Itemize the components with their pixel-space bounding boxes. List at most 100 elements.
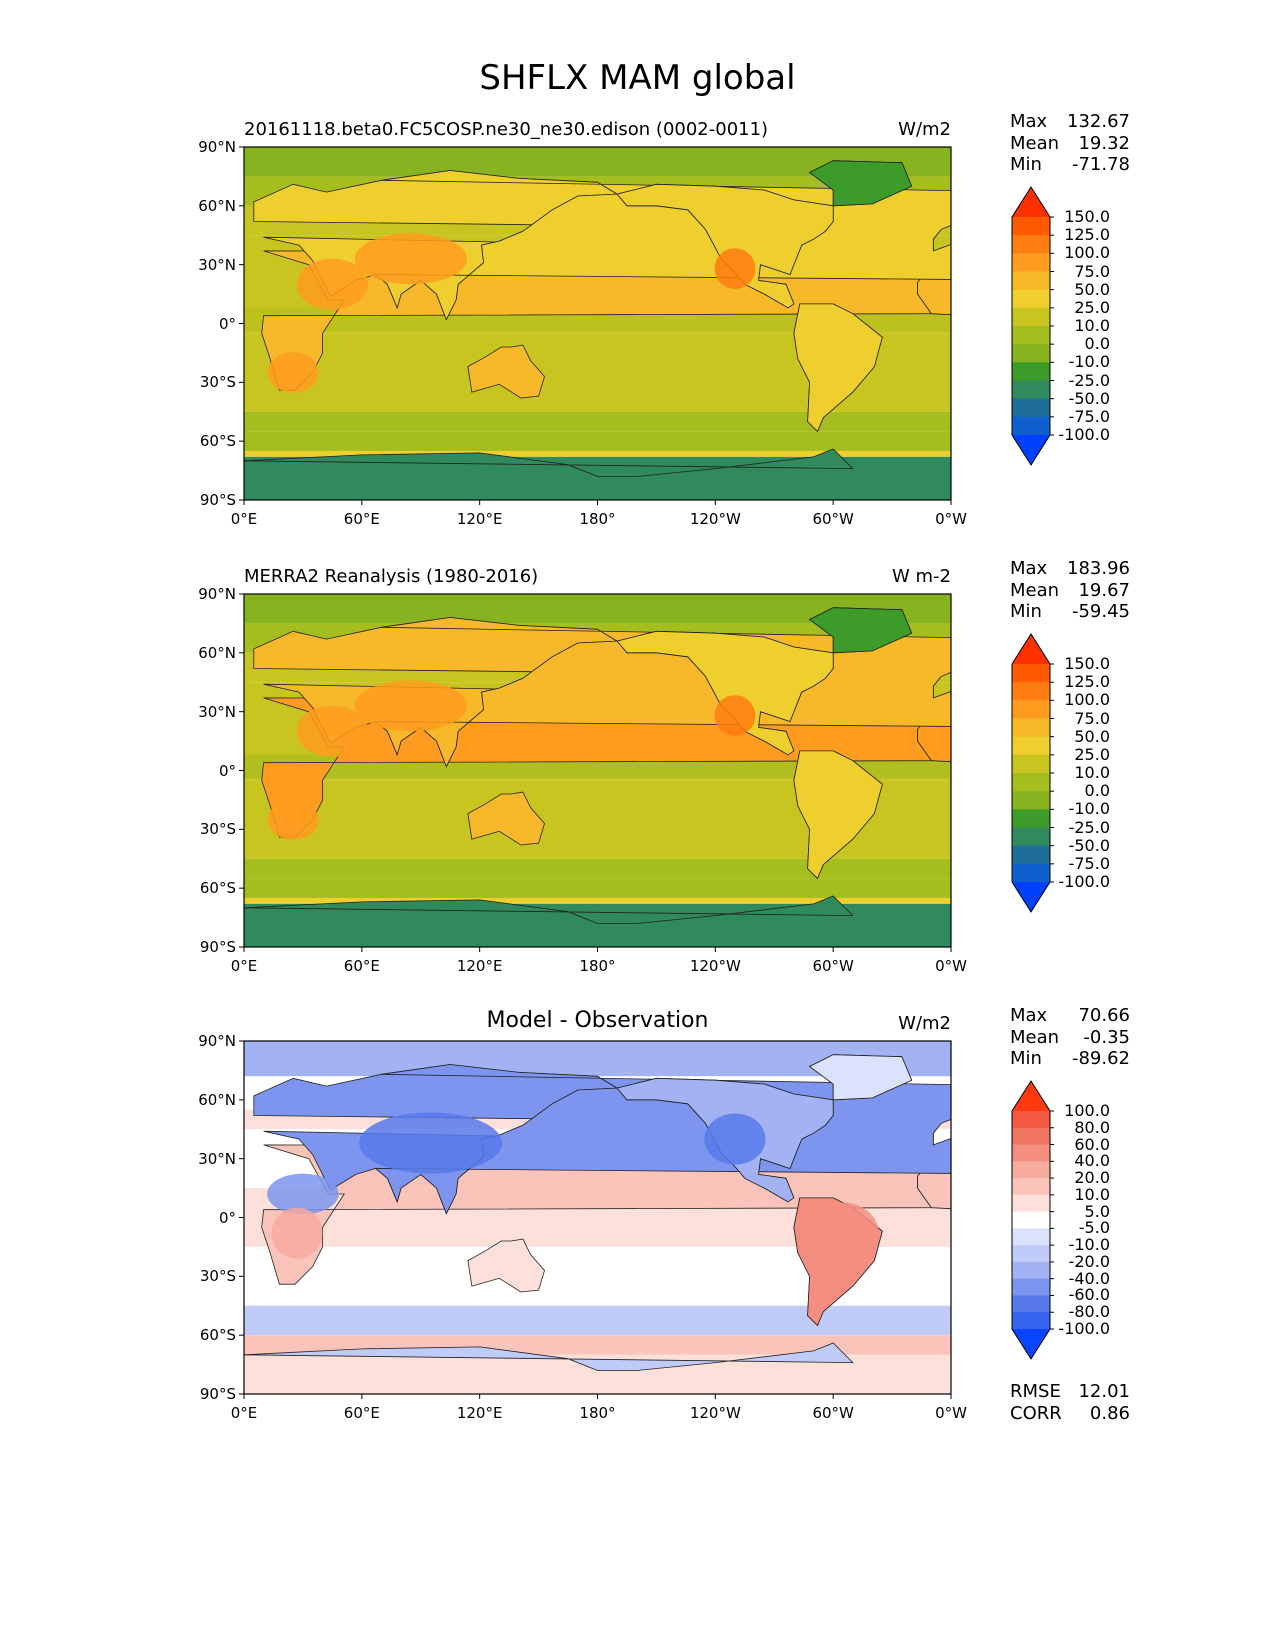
zonal-band [244,1305,951,1336]
x-tick-label: 60°E [343,1404,380,1422]
colorbar-level-label: -60.0 [1068,1285,1110,1305]
colorbar-level-label: 20.0 [1074,1168,1110,1188]
colorbar-segment [1012,791,1050,810]
map-panel-2 [239,593,1054,952]
map-panel-3 [239,1040,1054,1399]
colorbar-level-label: -50.0 [1068,388,1110,408]
stat-value-max: 132.67 [1067,111,1130,132]
colorbar-segment [1012,1194,1050,1213]
x-tick-label: 60°W [812,510,854,528]
land-australia [467,791,545,846]
stat-value-mean: 19.32 [1078,132,1130,154]
y-tick-label: 0° [218,1208,236,1227]
y-tick-label: 30°S [199,820,236,839]
colorbar-level-label: 5.0 [1084,1201,1110,1221]
y-tick-label: 90°S [199,938,236,956]
land-greenland-wrap [808,1054,913,1101]
rmse-value: 12.01 [1078,1381,1130,1402]
y-tick-label: 30°N [198,255,236,274]
y-tick-label: 90°N [198,138,236,156]
field-hotspot [267,352,319,393]
field-hotspot [296,705,369,757]
y-tick-label: 30°S [199,373,236,392]
land-namerica-wrap [616,183,834,309]
colorbar-level-label: -5.0 [1078,1218,1110,1238]
zonal-band [244,878,951,898]
field-hotspot [704,1113,766,1165]
colorbar-level-label: -100.0 [1058,872,1110,891]
colorbar-segment [1012,253,1050,272]
land-samerica-wrap [793,750,883,880]
colorbar-segment [1012,235,1050,254]
land-australia [467,344,545,399]
colorbar-segment [1012,1161,1050,1179]
stat-value-mean: -0.35 [1083,1026,1130,1048]
colorbar-level-label: 100.0 [1064,690,1110,710]
colorbar-level-label: -25.0 [1068,817,1110,837]
colorbar-segment [1012,700,1050,719]
x-tick-label: 120°E [456,957,503,975]
colorbar-segment [1012,217,1050,236]
x-tick-label: 60°E [343,510,380,528]
field-hotspot [354,233,468,285]
panel-title: MERRA2 Reanalysis (1980-2016) [244,566,539,587]
panel-title: 20161118.beta0.FC5COSP.ne30_ne30.edison … [244,119,769,140]
colorbar-level-label: -80.0 [1068,1302,1110,1322]
colorbar-level-label: -10.0 [1068,1235,1110,1255]
colorbar-segment [1012,362,1050,381]
colorbar-level-label: 0.0 [1084,334,1110,354]
y-tick-label: 30°S [199,1267,236,1286]
y-tick-label: 90°S [199,1385,236,1403]
panel-units: W/m2 [898,1013,951,1034]
colorbar-extend-top [1012,1081,1050,1111]
x-tick-label: 60°W [812,957,854,975]
x-tick-label: 0°E [230,957,258,975]
colorbar-extend-bottom [1012,882,1050,912]
map-panel-1 [239,146,1054,505]
land-antarctica [244,1342,854,1394]
colorbar [1011,1080,1054,1360]
zonal-band [244,858,951,879]
colorbar-level-label: -25.0 [1068,370,1110,390]
colorbar-level-label: -10.0 [1068,799,1110,819]
colorbar-segment [1012,1245,1050,1263]
colorbar-segment [1012,344,1050,363]
colorbar-segment [1012,863,1050,883]
figure-title: SHFLX MAM global [479,58,796,98]
stat-label-mean: Mean [1010,132,1060,154]
y-tick-label: 60°S [199,432,236,451]
stat-label-mean: Mean [1010,1026,1060,1048]
zonal-band [244,431,951,451]
colorbar-level-label: 50.0 [1074,279,1110,299]
stat-label-min: Min [1010,154,1042,175]
colorbar-segment [1012,845,1050,865]
colorbar-level-label: 75.0 [1074,261,1110,281]
colorbar-level-label: 25.0 [1074,297,1110,317]
colorbar-level-label: 0.0 [1084,781,1110,801]
colorbar-segment [1012,289,1050,309]
stat-label-max: Max [1010,111,1048,132]
x-tick-label: 0°E [230,510,258,528]
colorbar-level-label: 75.0 [1074,708,1110,728]
x-tick-label: 60°E [343,957,380,975]
colorbar-level-label: 150.0 [1064,654,1110,673]
colorbar-segment [1012,1144,1050,1162]
colorbar [1011,186,1054,466]
y-tick-label: 30°N [198,1149,236,1168]
colorbar-segment [1012,1211,1050,1229]
field-hotspot [267,799,319,840]
colorbar-segment [1012,398,1050,418]
colorbar-segment [1012,1127,1050,1146]
stat-value-min: -89.62 [1071,1048,1130,1069]
colorbar-level-label: 100.0 [1064,1101,1110,1120]
colorbar-segment [1012,416,1050,436]
colorbar-segment [1012,1278,1050,1296]
colorbar-segment [1012,1228,1050,1246]
x-tick-label: 0°W [935,510,967,528]
field-hotspot [271,1207,323,1259]
colorbar-level-label: -40.0 [1068,1268,1110,1288]
colorbar [1011,633,1054,913]
y-tick-label: 60°N [198,196,236,215]
field-hotspot [296,258,369,310]
